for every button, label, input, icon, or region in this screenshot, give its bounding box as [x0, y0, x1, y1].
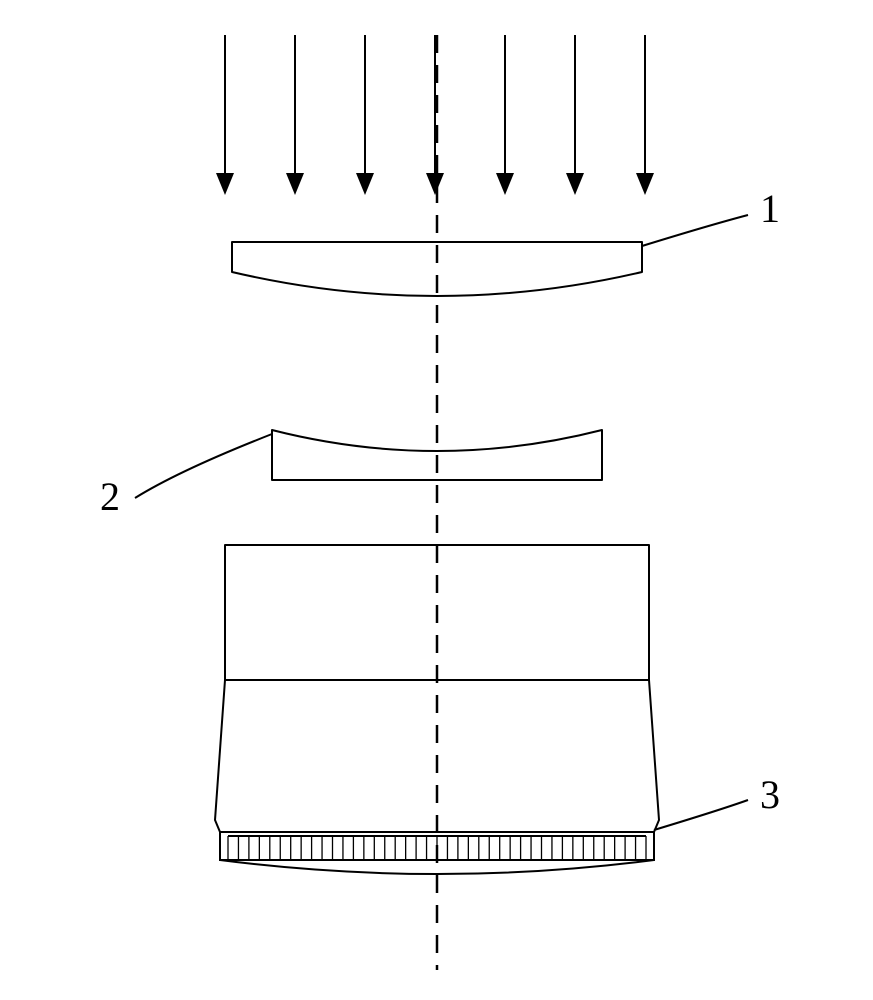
arrow-head	[636, 173, 654, 195]
incident-arrows	[216, 35, 654, 195]
arrow-head	[496, 173, 514, 195]
arrow-head	[566, 173, 584, 195]
label-2: 2	[100, 474, 120, 519]
leader-3	[654, 800, 748, 830]
element-3-hatch	[228, 836, 646, 860]
label-3: 3	[760, 772, 780, 817]
arrow-head	[216, 173, 234, 195]
arrow-head	[356, 173, 374, 195]
arrow-head	[286, 173, 304, 195]
label-1: 1	[760, 186, 780, 231]
leader-1	[642, 215, 748, 246]
leader-2	[135, 434, 272, 498]
arrow-head	[426, 173, 444, 195]
